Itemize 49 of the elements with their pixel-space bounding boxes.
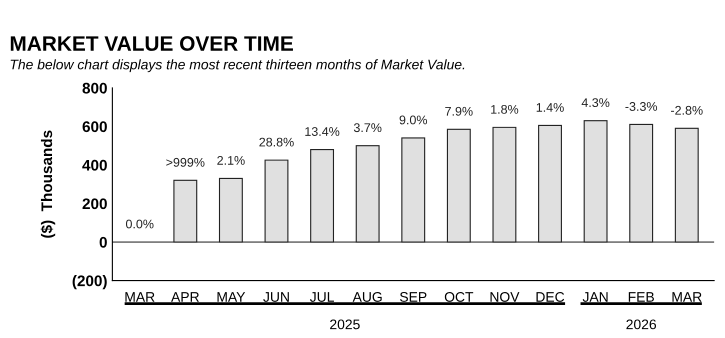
bar (401, 137, 426, 243)
x-tick-label: MAR (672, 292, 702, 302)
x-tick-label: JUN (263, 292, 289, 302)
y-tick-label: 200 (82, 198, 107, 210)
text: 2025 (330, 319, 360, 330)
bar (310, 148, 334, 243)
annotation: -2.8% (671, 106, 703, 115)
annotation: 3.7% (354, 123, 382, 132)
y-tick-label: 0 (100, 236, 107, 248)
annotation: 7.9% (445, 106, 473, 116)
chart-subtitle: The below chart displays the most recent thirteen months of Market Value. (10, 59, 464, 72)
x-tick-label: MAY (218, 292, 246, 302)
bar (356, 145, 380, 243)
y-axis-title: ($) Thousands (40, 130, 56, 238)
bar (218, 178, 243, 243)
y-tick-label: 400 (82, 160, 107, 171)
bar (584, 120, 608, 243)
annotation: >999% (166, 158, 205, 167)
annotation: 2.1% (217, 156, 245, 165)
bar (629, 124, 654, 243)
text: 2026 (626, 319, 656, 330)
x-tick-label: FEB (628, 292, 654, 302)
x-tick-label: AUG (352, 292, 382, 302)
x-tick-label: OCT (444, 292, 474, 302)
x-tick-label: JUL (310, 292, 334, 302)
bar (264, 160, 288, 243)
annotation: 9.0% (400, 116, 428, 124)
annotation: 1.8% (491, 104, 518, 114)
annotation: 13.4% (305, 127, 340, 136)
x-tick-label: NOV (490, 292, 520, 302)
x-tick-label: DEC (536, 292, 564, 302)
x-tick-label: JAN (582, 292, 608, 302)
annotation: 28.8% (259, 138, 294, 147)
bar (674, 128, 699, 243)
x-tick-label: APR (171, 292, 199, 302)
y-tick-label: (200) (72, 275, 107, 290)
annotation: 4.3% (582, 98, 610, 108)
y-tick-label: 800 (82, 82, 107, 94)
annotation: 0.0% (126, 220, 154, 228)
bar (492, 126, 516, 243)
bar (446, 128, 471, 243)
y-tick-label: 600 (82, 121, 107, 132)
annotation: 1.4% (536, 103, 564, 112)
bar (173, 180, 198, 243)
x-tick-label: MAR (125, 292, 155, 302)
bar (538, 124, 562, 243)
chart-title: MARKET VALUE OVER TIME (10, 36, 293, 51)
annotation: -3.3% (625, 102, 658, 111)
x-tick-label: SEP (400, 292, 426, 302)
